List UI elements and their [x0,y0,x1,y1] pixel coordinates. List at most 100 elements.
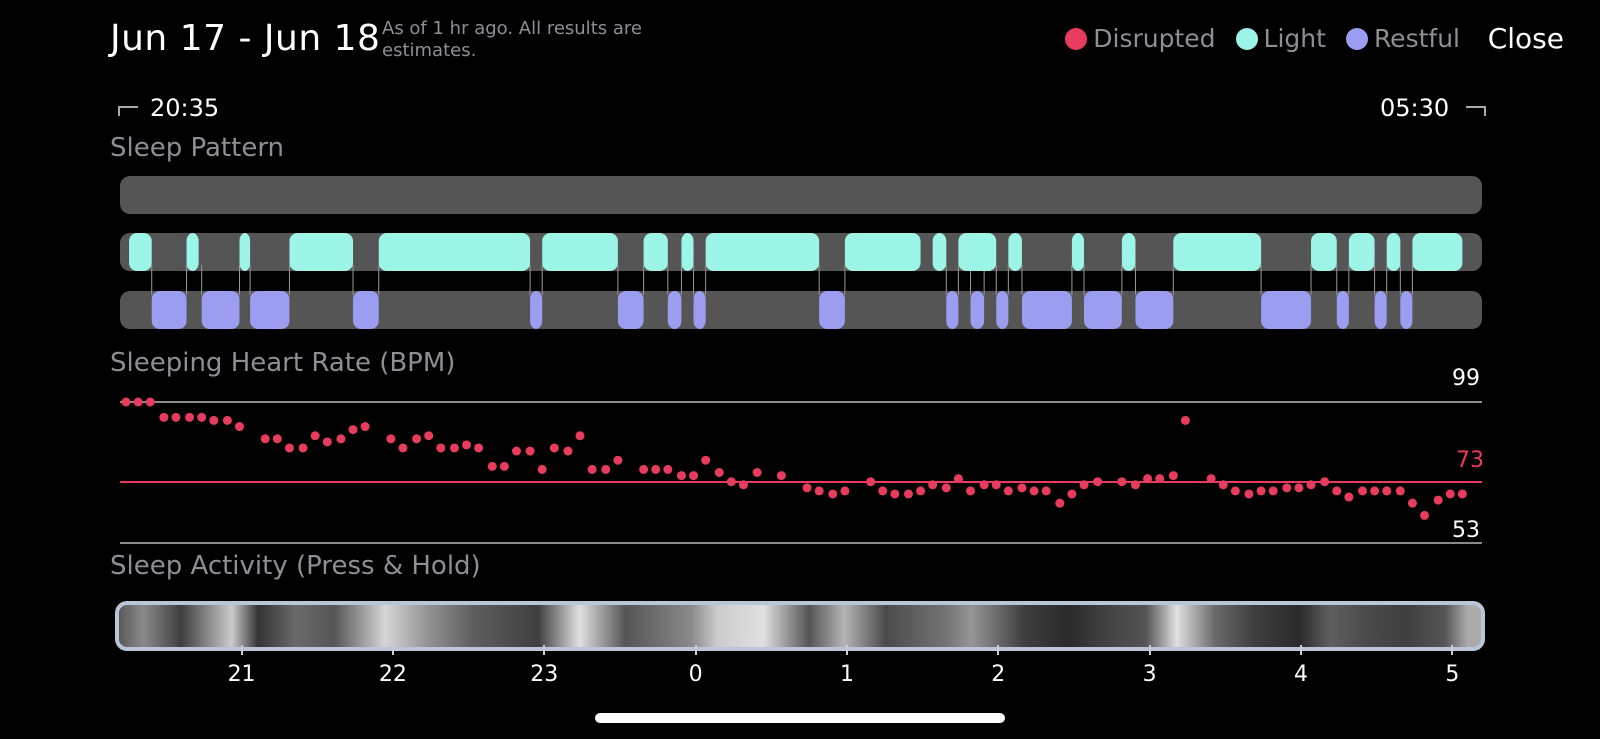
restful-segment [151,291,187,329]
heart-rate-point [663,464,673,474]
heart-rate-point [1357,486,1367,496]
restful-segment [1374,291,1387,329]
legend-label: Disrupted [1093,24,1216,53]
heart-rate-point [1079,480,1089,490]
x-tick-label: 1 [839,662,854,687]
heart-rate-point [979,480,989,490]
restful-segment [693,291,706,329]
heart-rate-point [121,397,131,407]
heart-rate-point [575,431,585,441]
heart-rate-point [890,489,900,499]
heart-rate-point [159,412,169,422]
heart-rate-point [348,425,358,435]
heart-rate-point [133,397,143,407]
heart-rate-point [1306,480,1316,490]
heart-rate-point [474,443,484,453]
light-segment [186,233,199,271]
heart-rate-point [1294,483,1304,493]
heart-rate-point [360,422,370,432]
avg-value: 73 [1456,448,1484,473]
heart-rate-point [689,471,699,481]
x-tick-label: 2 [991,662,1006,687]
close-button[interactable]: Close [1487,22,1564,55]
heart-rate-point [197,412,207,422]
light-segment [1071,233,1085,271]
page-title: Jun 17 - Jun 18 [110,18,381,59]
heart-rate-point [284,443,294,453]
end-bracket-icon [1466,106,1486,116]
heart-rate-point [714,468,724,477]
heart-rate-point [840,486,850,496]
heart-rate-point [424,431,434,441]
x-tick-label: 21 [227,662,256,687]
heart-rate-point [941,483,951,493]
restful-segment [667,291,682,329]
disrupted-track [120,176,1482,214]
heart-rate-point [185,412,195,422]
max-value: 99 [1452,366,1480,391]
heart-rate-point [1268,486,1278,496]
heart-rate-point [1017,483,1027,493]
legend-label: Restful [1373,24,1460,53]
light-segment [844,233,921,271]
heart-rate-point [525,446,535,456]
heart-rate-point [866,477,876,487]
heart-rate-point [916,486,926,496]
heart-rate-point [436,443,446,453]
heart-rate-point [462,440,472,450]
light-segment [1348,233,1375,271]
light-segment [1311,233,1337,271]
home-indicator[interactable] [595,713,1005,723]
heart-rate-point [487,461,497,471]
light-segment [958,233,997,271]
heart-rate-point [726,477,736,487]
x-tick-label: 4 [1293,662,1308,687]
heart-rate-point [1332,486,1342,496]
restful-segment [353,291,379,329]
sleep-activity-label: Sleep Activity (Press & Hold) [110,551,481,581]
heart-rate-point [298,443,308,453]
x-tick-mark [1451,645,1454,655]
x-tick-label: 23 [530,662,559,687]
legend-label: Light [1263,24,1326,53]
heart-rate-point [1206,474,1216,484]
heart-rate-point [272,434,282,444]
heart-rate-point [412,434,422,444]
light-segment [1008,233,1022,271]
estimate-note: As of 1 hr ago. All results are estimate… [382,18,642,61]
heart-rate-point [145,397,155,407]
heart-rate-point [537,464,547,474]
restful-segment [970,291,985,329]
heart-rate-point [336,434,346,444]
heart-rate-point [1420,510,1430,520]
heart-rate-point [1143,474,1153,484]
sleep-pattern-label: Sleep Pattern [110,133,285,163]
disrupted-dot-icon [1065,27,1088,50]
heart-rate-point [1230,486,1240,496]
heart-rate-label: Sleeping Heart Rate (BPM) [110,348,456,378]
start-bracket-icon [118,106,138,116]
x-tick-mark [845,645,848,655]
heart-rate-point [701,455,711,465]
heart-rate-point [449,443,459,453]
restful-segment [1084,291,1122,329]
heart-rate-point [171,412,181,422]
x-tick-mark [391,645,394,655]
heart-rate-point [1407,498,1417,508]
heart-rate-point [222,415,232,425]
heart-rate-point [1218,480,1228,490]
heart-rate-point [1244,489,1254,499]
heart-rate-point [322,437,332,447]
legend-disrupted: Disrupted [1065,24,1216,53]
heart-rate-point [613,455,623,465]
light-segment [681,233,694,271]
light-segment [1121,233,1136,271]
heart-rate-point [776,471,786,481]
heart-rate-point [1382,486,1392,496]
sleep-activity-strip[interactable] [114,600,1486,652]
heart-rate-point [1445,489,1455,499]
restful-segment [250,291,290,329]
heart-rate-point [209,415,219,425]
heart-rate-point [1320,477,1330,487]
legend: Disrupted Light Restful [1051,24,1460,53]
